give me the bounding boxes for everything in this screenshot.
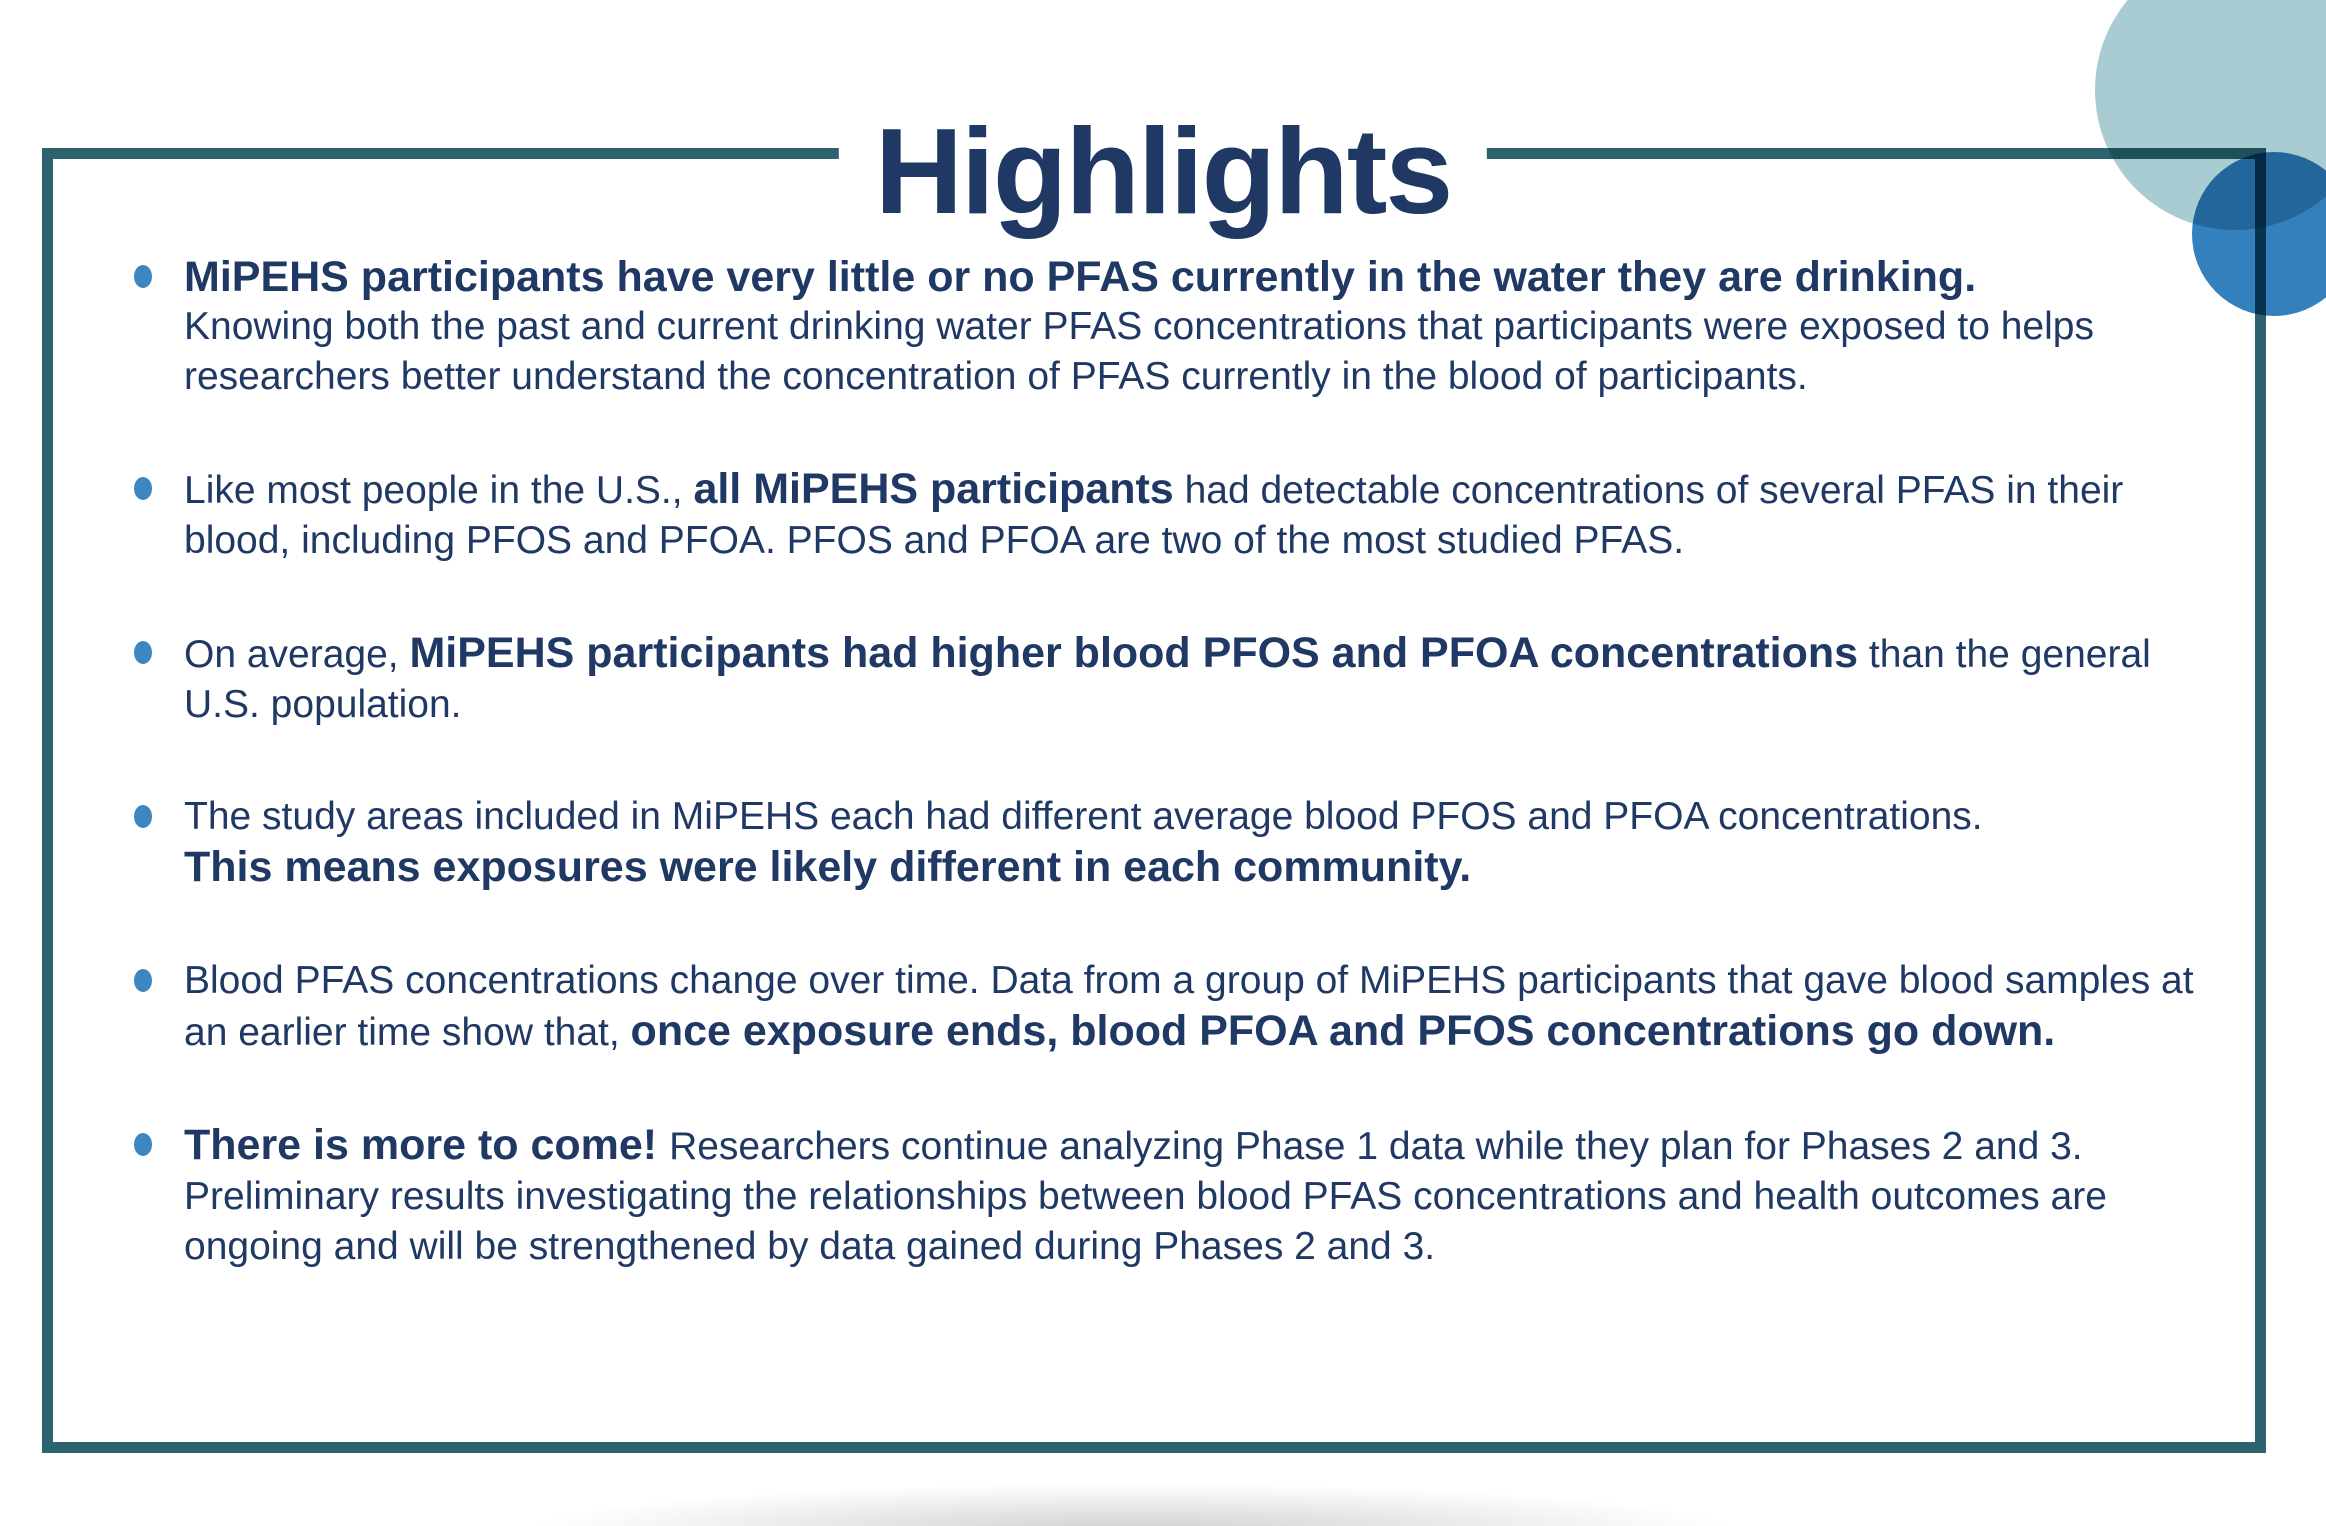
- bullet-icon: [134, 477, 152, 500]
- bullet-text: Knowing both the past and current drinki…: [184, 305, 2094, 398]
- bullet-item: On average, MiPEHS participants had high…: [134, 628, 2196, 730]
- bullet-item: The study areas included in MiPEHS each …: [134, 792, 2196, 894]
- bullet-text: Like most people in the U.S.,: [184, 469, 694, 512]
- bottom-page-shadow: [280, 1455, 1800, 1526]
- bullet-item: Blood PFAS concentrations change over ti…: [134, 956, 2196, 1058]
- bullet-emphasis-text: once exposure ends, blood PFOA and PFOS …: [630, 1007, 2056, 1055]
- bullet-text: On average,: [184, 633, 410, 676]
- bullet-icon: [134, 641, 152, 664]
- bullet-text: Researchers continue analyzing Phase 1 d…: [184, 1125, 2107, 1268]
- bullet-icon: [134, 969, 152, 992]
- bullet-emphasis-text: There is more to come!: [184, 1121, 670, 1169]
- bullet-text: had detectable concentrations of several…: [184, 469, 2124, 562]
- bullet-item: MiPEHS participants have very little or …: [134, 252, 2196, 402]
- decorative-circle-dark: [2192, 152, 2326, 316]
- bullet-icon: [134, 265, 152, 288]
- highlights-content: MiPEHS participants have very little or …: [134, 252, 2196, 1334]
- bullet-emphasis-text: all MiPEHS participants: [693, 465, 1174, 513]
- bullet-emphasis-text: MiPEHS participants had higher blood PFO…: [409, 629, 1859, 677]
- bullet-text: than the general U.S. population.: [184, 633, 2151, 726]
- bullet-icon: [134, 1133, 152, 1156]
- bullet-item: Like most people in the U.S., all MiPEHS…: [134, 464, 2196, 566]
- bullet-emphasis-text: This means exposures were likely differe…: [184, 843, 1472, 891]
- bullet-icon: [134, 805, 152, 828]
- page-title: Highlights: [838, 99, 1488, 244]
- bullet-emphasis-text: MiPEHS participants have very little or …: [184, 253, 1977, 301]
- bullet-text: The study areas included in MiPEHS each …: [184, 795, 1983, 838]
- bullet-item: There is more to come! Researchers conti…: [134, 1120, 2196, 1272]
- highlights-list: MiPEHS participants have very little or …: [134, 252, 2196, 1272]
- bullet-text: Blood PFAS concentrations change over ti…: [184, 959, 2194, 1054]
